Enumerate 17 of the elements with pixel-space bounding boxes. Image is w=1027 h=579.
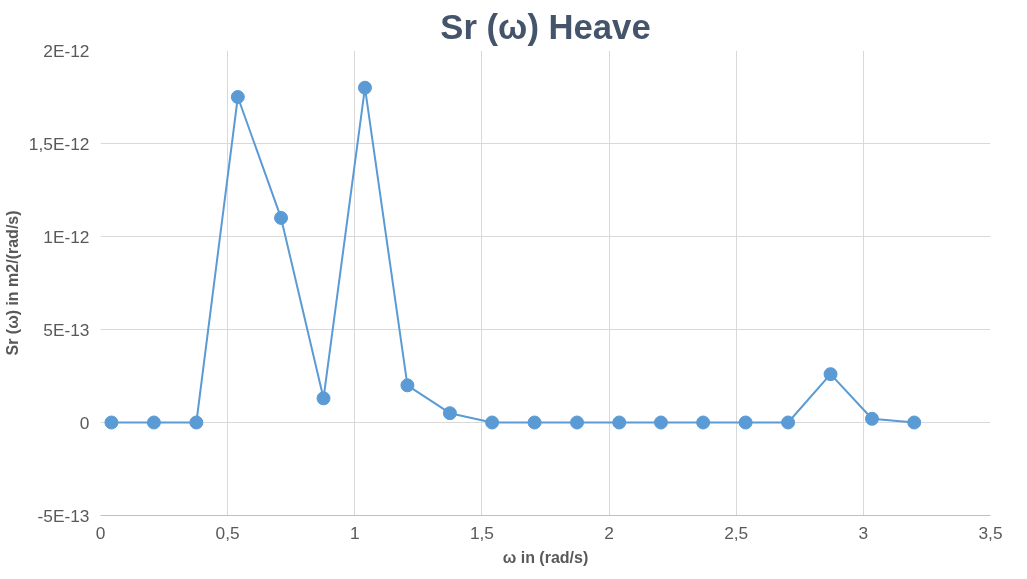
x-tick-label: 3,5: [978, 522, 1003, 543]
y-tick-label: 2E-12: [43, 40, 90, 61]
x-tick-label: 3: [858, 522, 869, 543]
x-tick-label: 1,5: [469, 522, 494, 543]
x-tick-label: 2,5: [724, 522, 749, 543]
x-tick-label: 1: [349, 522, 360, 543]
y-tick-label: -5E-13: [37, 505, 90, 526]
x-tick-label: 0,5: [215, 522, 240, 543]
x-axis-title: ω in (rad/s): [502, 548, 589, 566]
y-tick-label: 1E-12: [43, 226, 90, 247]
chart-title: Sr (ω) Heave: [440, 7, 651, 46]
y-tick-label: 0: [79, 412, 90, 433]
y-axis-title: Sr (ω) in m2/(rad/s): [3, 210, 21, 356]
y-tick-label: 1,5E-12: [28, 133, 90, 154]
x-tick-label: 0: [95, 522, 106, 543]
y-tick-label: 5E-13: [43, 319, 90, 340]
x-tick-label: 2: [604, 522, 614, 543]
